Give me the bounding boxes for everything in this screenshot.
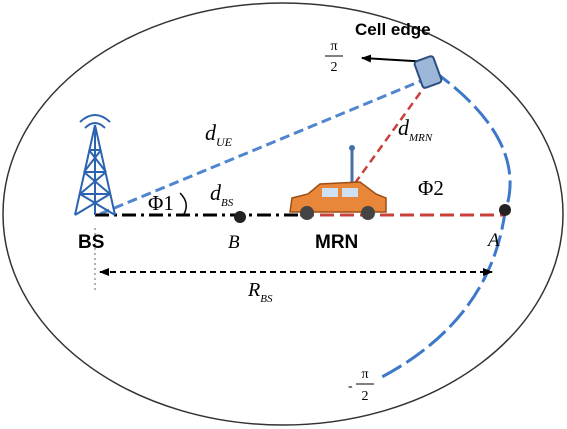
point-b-dot [234, 211, 246, 223]
symbol: R [247, 279, 260, 301]
fraction-numerator: π [361, 367, 368, 382]
subscript: MRN [408, 132, 433, 144]
cell-boundary [2, 2, 564, 426]
bs-label: BS [78, 232, 104, 253]
mrn-car [289, 145, 387, 220]
bs-tower [74, 114, 116, 216]
fraction-denominator: 2 [331, 60, 338, 75]
subscript: BS [221, 197, 234, 209]
r-bs-label: RBS [247, 279, 273, 305]
angle-arc [179, 192, 187, 215]
mrn-link [348, 81, 430, 191]
phi2-label: Φ2 [418, 176, 444, 200]
d-mrn-label: dMRN [398, 115, 433, 144]
phi1-label: Φ1 [148, 191, 174, 215]
subscript: BS [260, 293, 273, 305]
d-ue-label: dUE [205, 120, 233, 149]
fraction-denominator: 2 [362, 389, 369, 404]
symbol: d [210, 180, 222, 205]
point-b-label: B [228, 232, 240, 253]
fraction-sign: - [348, 379, 353, 394]
symbol: d [398, 115, 410, 140]
mrn-label: MRN [315, 232, 358, 253]
d-bs-label: dBS [210, 180, 234, 209]
point-a-dot [499, 204, 511, 216]
ue-phone [413, 55, 443, 89]
subscript: UE [216, 135, 233, 149]
cell-edge-label: Cell edge [355, 20, 431, 39]
symbol: d [205, 120, 217, 145]
point-a-label: A [486, 230, 500, 251]
fraction-numerator: π [330, 39, 337, 54]
